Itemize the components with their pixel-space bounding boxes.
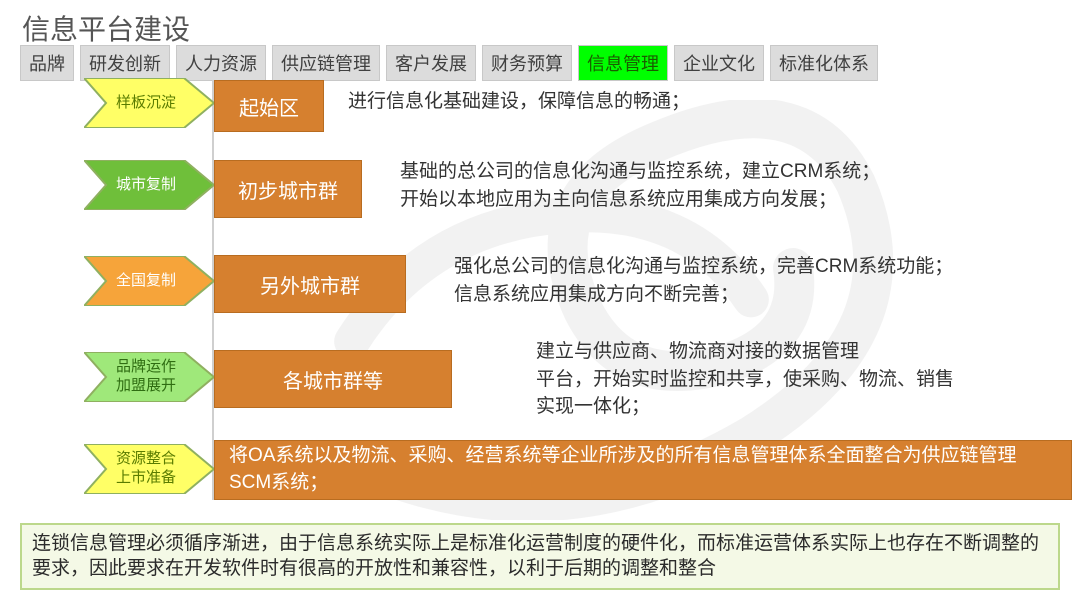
tab-2[interactable]: 人力资源 (176, 45, 266, 81)
stage-arrow-label-1: 城市复制 (100, 160, 192, 210)
tab-1[interactable]: 研发创新 (80, 45, 170, 81)
footer-note: 连锁信息管理必须循序渐进，由于信息系统实际上是标准化运营制度的硬件化，而标准运营… (20, 523, 1060, 590)
stage-box-4: 将OA系统以及物流、采购、经营系统等企业所涉及的所有信息管理体系全面整合为供应链… (214, 440, 1072, 500)
stage-arrow-1: 城市复制 (84, 160, 214, 210)
stage-desc-2: 强化总公司的信息化沟通与监控系统，完善CRM系统功能；信息系统应用集成方向不断完… (454, 253, 1054, 308)
tab-3[interactable]: 供应链管理 (272, 45, 380, 81)
stage-arrow-label-2: 全国复制 (100, 256, 192, 306)
stage-arrow-4: 资源整合上市准备 (84, 444, 214, 494)
tab-5[interactable]: 财务预算 (482, 45, 572, 81)
stage-box-0: 起始区 (214, 80, 324, 132)
stage-desc-3: 建立与供应商、物流商对接的数据管理平台，开始实时监控和共享，使采购、物流、销售实… (536, 338, 1066, 421)
stage-desc-1: 基础的总公司的信息化沟通与监控系统，建立CRM系统；开始以本地应用为主向信息系统… (400, 158, 1020, 213)
tab-6[interactable]: 信息管理 (578, 45, 668, 81)
tab-0[interactable]: 品牌 (20, 45, 74, 81)
stage-box-1: 初步城市群 (214, 160, 362, 218)
stage-arrow-3: 品牌运作加盟展开 (84, 352, 214, 402)
stage-box-3: 各城市群等 (214, 350, 452, 408)
stage-desc-0: 进行信息化基础建设，保障信息的畅通； (348, 88, 888, 116)
stage-arrow-0: 样板沉淀 (84, 78, 214, 128)
tab-7[interactable]: 企业文化 (674, 45, 764, 81)
tab-4[interactable]: 客户发展 (386, 45, 476, 81)
tab-bar: 品牌研发创新人力资源供应链管理客户发展财务预算信息管理企业文化标准化体系 (20, 45, 878, 81)
stage-arrow-2: 全国复制 (84, 256, 214, 306)
page-title: 信息平台建设 (22, 8, 190, 48)
stage-arrow-label-4: 资源整合上市准备 (100, 444, 192, 494)
tab-8[interactable]: 标准化体系 (770, 45, 878, 81)
stage-box-2: 另外城市群 (214, 255, 406, 313)
stage-arrow-label-3: 品牌运作加盟展开 (100, 352, 192, 402)
stage-arrow-label-0: 样板沉淀 (100, 78, 192, 128)
